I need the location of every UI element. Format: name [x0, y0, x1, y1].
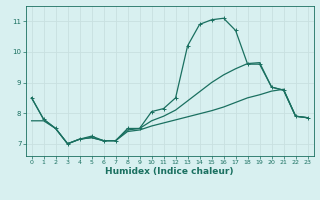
X-axis label: Humidex (Indice chaleur): Humidex (Indice chaleur): [105, 167, 234, 176]
